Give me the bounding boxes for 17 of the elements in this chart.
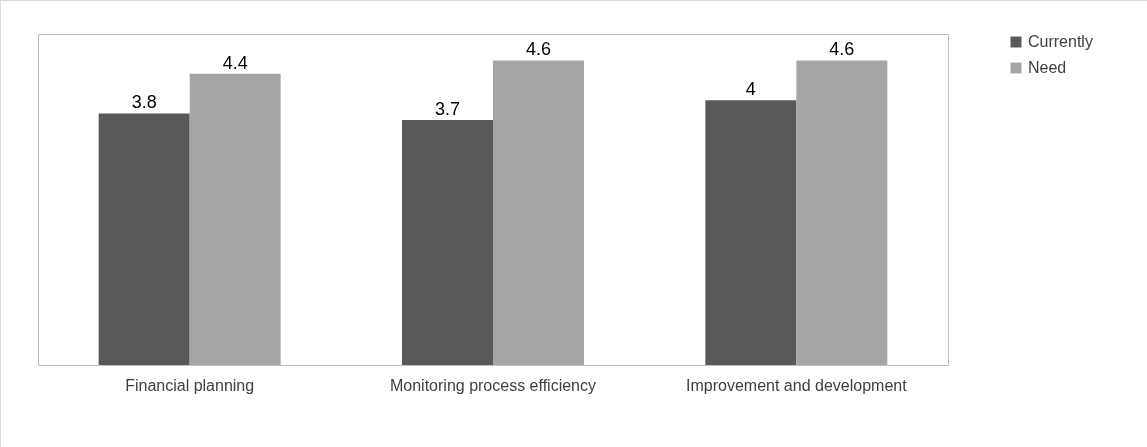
data-label: 4.4 [222,52,248,73]
bar [189,73,281,365]
bar [796,60,888,365]
x-tick-label: Improvement and development [686,376,908,394]
data-label: 3.7 [434,99,461,120]
bar [98,113,190,365]
legend-label: Currently [1028,33,1093,50]
bar [705,100,797,365]
data-label: 4.6 [525,39,552,60]
bar [493,60,584,365]
x-tick-label: Financial planning [125,376,255,394]
bar [402,120,493,365]
x-tick-label: Monitoring process efficiency [389,376,597,394]
legend-label: Need [1028,59,1067,76]
data-label: 4.6 [829,39,855,60]
data-label: 4 [745,79,756,100]
data-label: 3.8 [131,92,157,113]
